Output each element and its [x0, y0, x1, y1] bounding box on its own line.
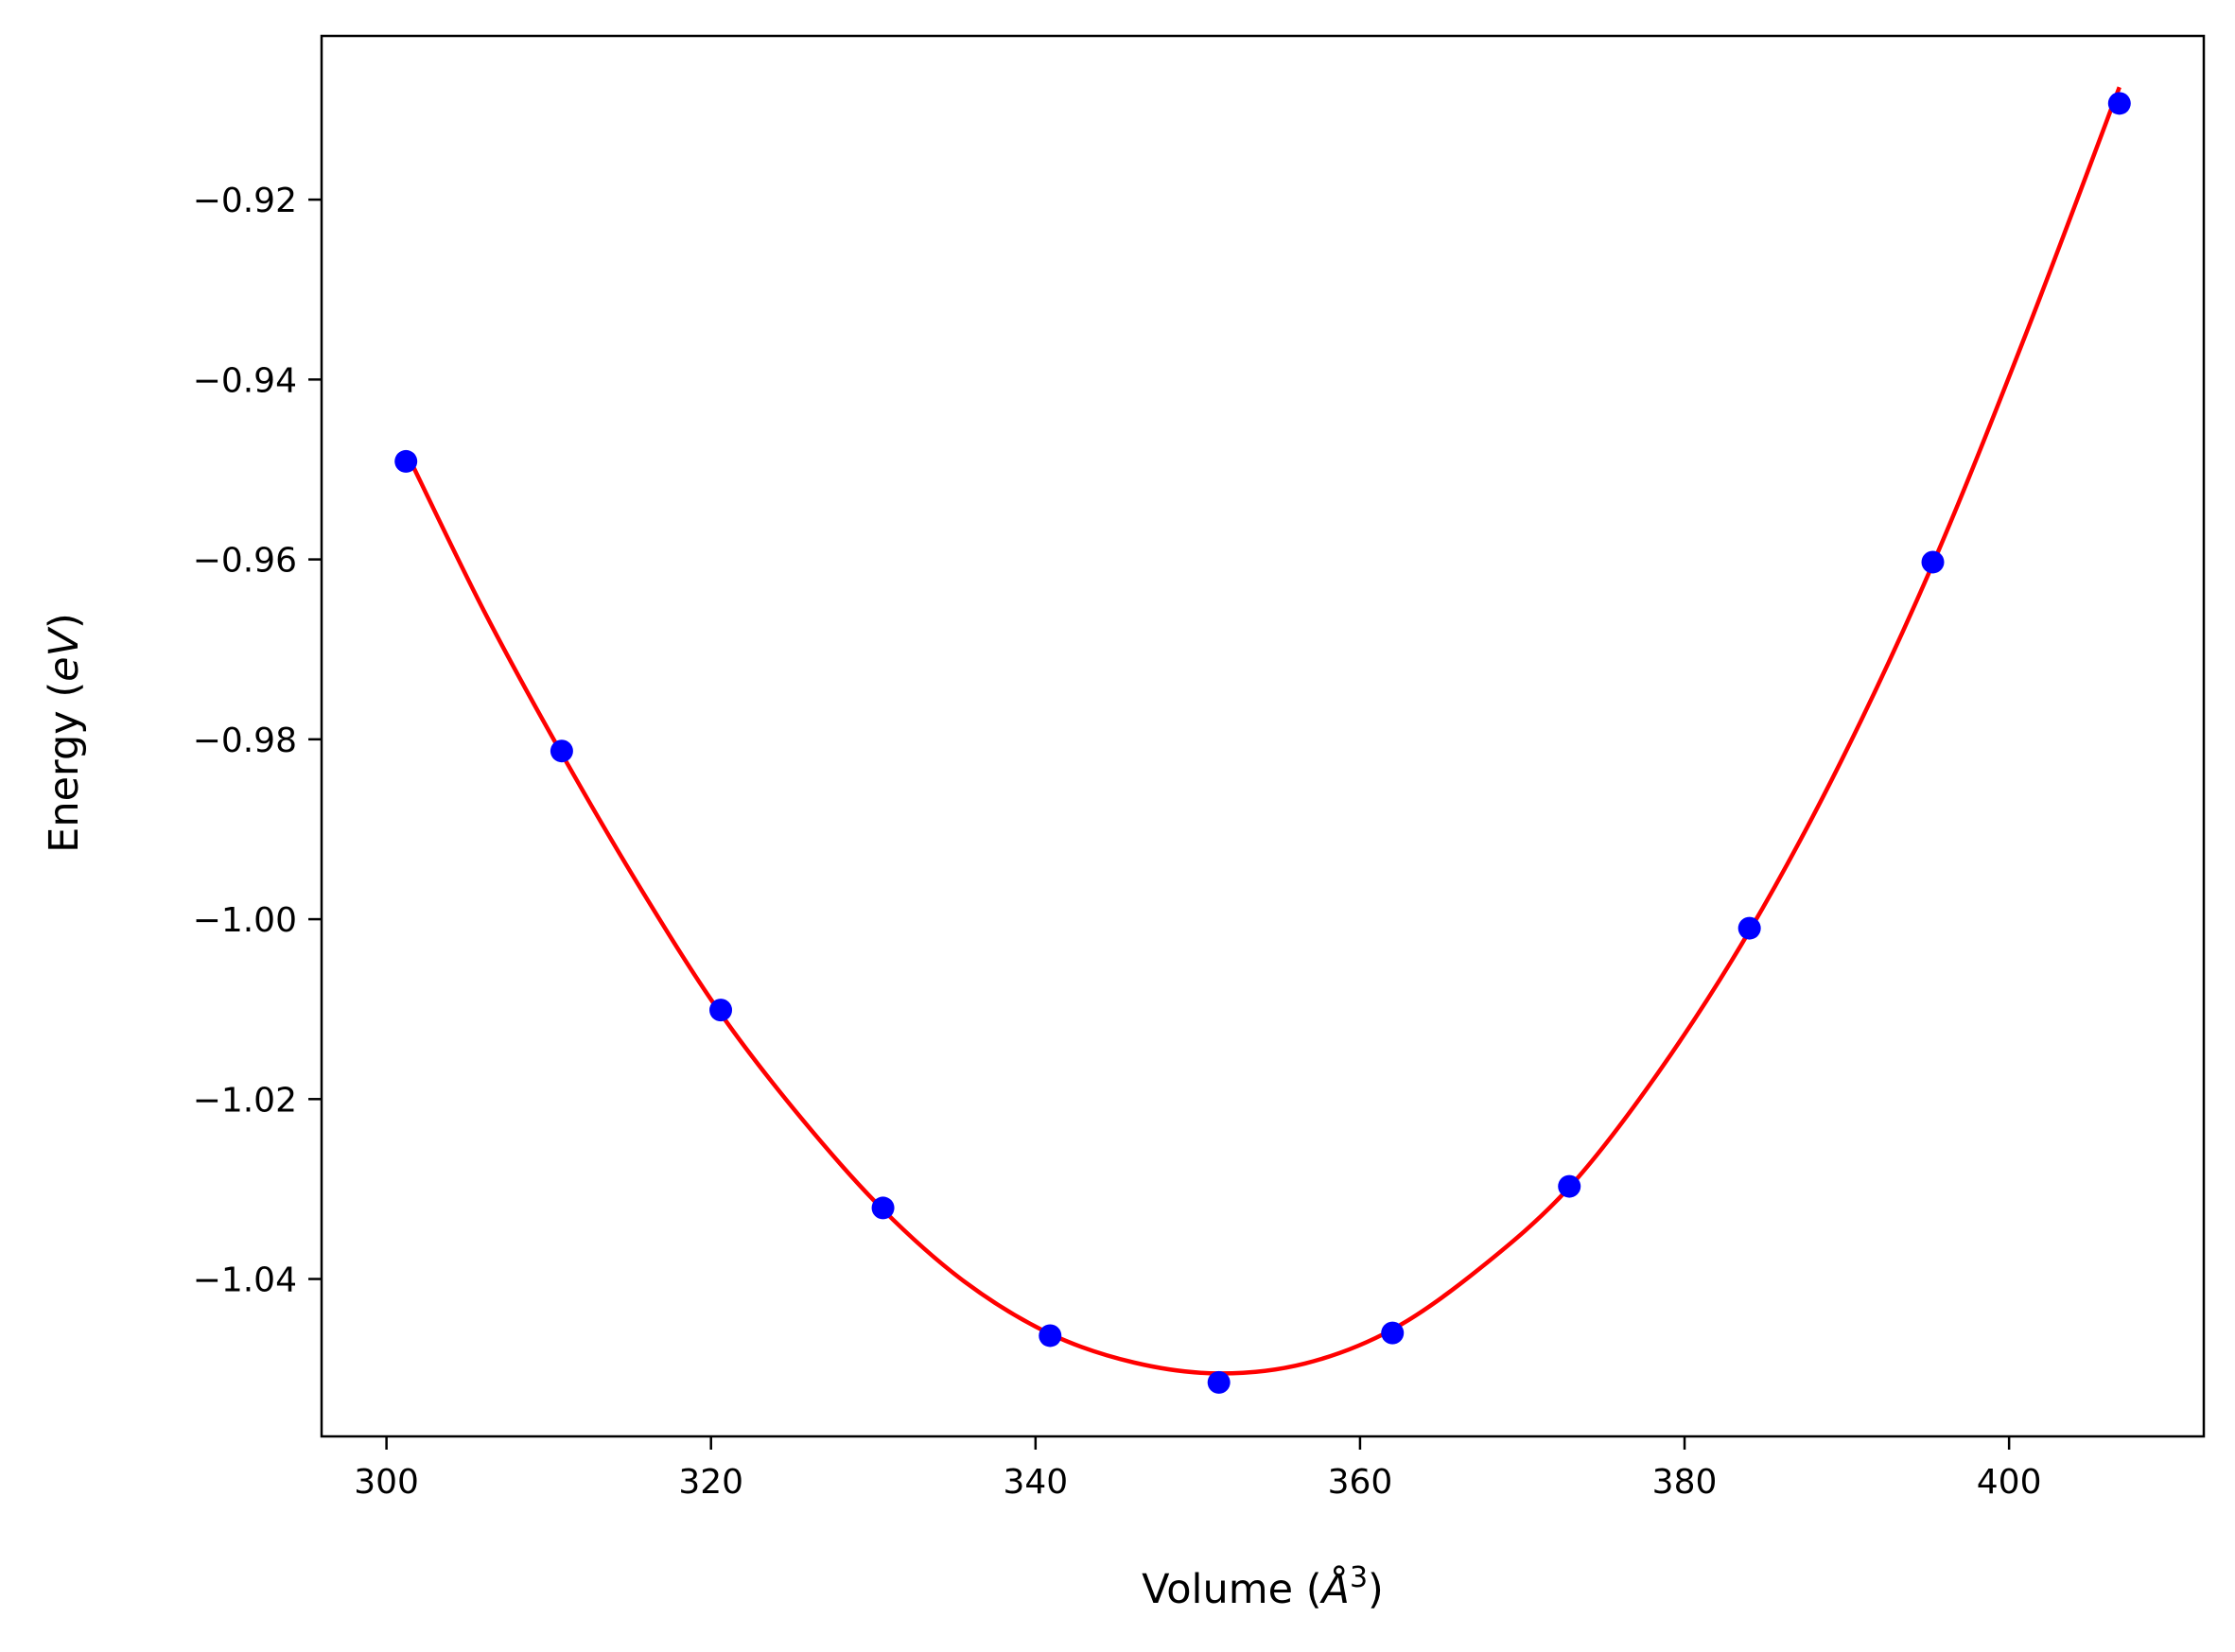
ticks: 300 320 340 360 380 400 −0.92 −0.94 −0.96 −0.98 −1…	[193, 182, 2042, 1502]
y-tick-label: −0.96	[193, 542, 297, 581]
x-axis-label: Volume (Å3)	[1142, 1561, 1384, 1614]
x-tick-label: 380	[1652, 1463, 1718, 1502]
y-tick-label: −0.98	[193, 722, 297, 760]
data-point	[1921, 550, 1945, 574]
data-point	[1207, 1370, 1231, 1394]
x-tick-label: 300	[354, 1463, 419, 1502]
y-tick-label: −0.94	[193, 361, 297, 400]
y-tick-label: −0.92	[193, 182, 297, 220]
data-point	[871, 1196, 895, 1220]
axes-frame	[320, 34, 2206, 1438]
data-point	[1558, 1174, 1581, 1198]
data-point	[709, 999, 733, 1022]
fit-curve-line	[404, 86, 2122, 1376]
plot-area	[394, 86, 2131, 1394]
data-point	[1381, 1321, 1405, 1345]
y-tick-label: −1.02	[193, 1081, 297, 1120]
data-point	[394, 449, 418, 473]
x-tick-label: 400	[1977, 1463, 2042, 1502]
x-tick-label: 340	[1003, 1463, 1068, 1502]
data-point	[1039, 1324, 1062, 1348]
x-tick-label: 320	[678, 1463, 743, 1502]
data-point	[1737, 916, 1761, 940]
y-tick-label: −1.00	[193, 901, 297, 940]
y-tick-label: −1.04	[193, 1261, 297, 1300]
x-tick-label: 360	[1328, 1463, 1393, 1502]
data-point	[2107, 92, 2131, 115]
data-point	[550, 739, 573, 763]
y-axis-label: Energy (eV)	[41, 613, 88, 853]
